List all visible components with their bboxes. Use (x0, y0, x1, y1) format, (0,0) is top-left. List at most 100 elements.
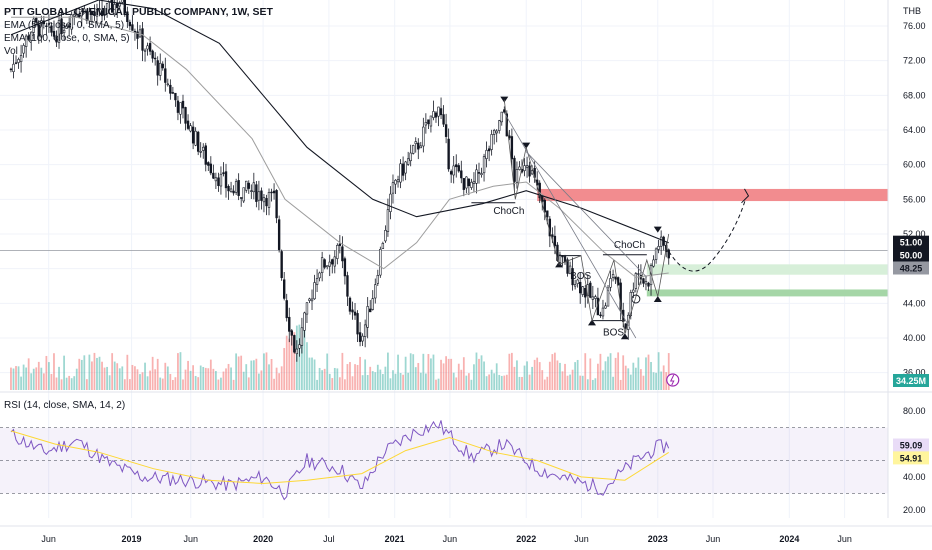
volume-bar-67 (179, 352, 182, 390)
volume-bar-174 (450, 358, 453, 390)
candle-138 (358, 332, 362, 342)
volume-bar-16 (50, 373, 53, 390)
candle-195 (503, 109, 506, 113)
candle-254 (652, 259, 655, 267)
time-tick-0: Jun (41, 534, 56, 544)
volume-bar-224 (576, 359, 579, 390)
candle-167 (432, 111, 435, 118)
volume-bar-25 (73, 376, 76, 390)
volume-bar-228 (586, 379, 589, 390)
volume-bar-236 (607, 356, 609, 390)
candle-67 (179, 102, 182, 115)
volume-legend: Vol (4, 46, 18, 57)
candle-53 (143, 49, 147, 52)
candle-152 (394, 179, 397, 185)
candle-168 (434, 112, 438, 118)
candle-10 (35, 17, 38, 23)
lightning-icon (666, 373, 680, 387)
volume-bar-9 (32, 368, 35, 390)
volume-bar-201 (518, 376, 521, 390)
volume-bar-47 (128, 379, 131, 390)
candle-33 (93, 11, 96, 16)
candle-226 (581, 286, 584, 295)
candle-101 (265, 198, 268, 207)
volume-bar-258 (662, 365, 665, 390)
volume-bar-5 (22, 364, 25, 390)
volume-bar-146 (379, 369, 382, 390)
candle-162 (419, 145, 422, 149)
volume-bar-166 (430, 358, 432, 390)
volume-bar-245 (629, 374, 632, 390)
rsi-tick-2: 40.00 (903, 472, 926, 482)
volume-bar-59 (159, 377, 162, 390)
candle-136 (353, 311, 357, 316)
volume-bar-148 (384, 366, 387, 390)
candle-190 (490, 134, 493, 150)
candle-91 (239, 197, 243, 199)
candle-85 (224, 171, 228, 189)
volume-bar-79 (209, 359, 212, 390)
volume-bar-260 (667, 353, 670, 390)
candle-94 (247, 182, 250, 189)
candle-90 (237, 180, 240, 196)
volume-bar-32 (91, 361, 93, 390)
candle-61 (164, 68, 167, 83)
candle-20 (60, 18, 63, 35)
volume-bar-119 (311, 357, 313, 390)
volume-bar-88 (232, 379, 235, 390)
volume-bar-1 (12, 368, 15, 390)
volume-bar-62 (166, 366, 169, 390)
candle-32 (90, 11, 94, 15)
volume-bar-198 (511, 352, 513, 390)
volume-bar-204 (526, 361, 528, 390)
candle-77 (204, 145, 207, 165)
volume-bar-154 (399, 373, 402, 390)
volume-bar-175 (452, 372, 455, 390)
candle-212 (546, 210, 549, 218)
candle-183 (472, 180, 476, 184)
candle-131 (341, 246, 344, 262)
volume-bar-157 (407, 372, 410, 390)
supply-zone (537, 188, 888, 202)
price-tick-10: 36.00 (903, 368, 926, 378)
candle-148 (384, 230, 387, 242)
candle-34 (95, 9, 99, 17)
volume-bar-8 (30, 373, 33, 390)
volume-bar-183 (473, 364, 475, 390)
volume-bar-50 (136, 369, 139, 390)
volume-bar-246 (632, 362, 635, 390)
candle-123 (320, 257, 324, 274)
candle-236 (606, 287, 610, 307)
volume-bar-33 (93, 352, 96, 390)
candle-155 (401, 163, 405, 176)
candle-89 (234, 181, 238, 193)
volume-bar-74 (197, 377, 200, 390)
candle-27 (78, 14, 81, 18)
volume-bar-81 (215, 371, 217, 390)
grid-lines (0, 0, 888, 518)
volume-bar-34 (96, 357, 98, 390)
volume-bar-94 (247, 377, 250, 390)
candle-256 (657, 246, 660, 250)
volume-bar-116 (303, 322, 306, 390)
candle-188 (485, 149, 488, 159)
volume-bar-155 (402, 374, 404, 390)
candle-25 (73, 14, 76, 17)
candle-248 (637, 273, 640, 275)
price-tick-8: 44.00 (903, 298, 926, 308)
candle-122 (318, 272, 321, 279)
volume-bar-105 (275, 367, 278, 390)
candle-193 (498, 120, 501, 131)
zigzag-structure (503, 99, 670, 334)
volume-bar-143 (371, 371, 374, 390)
volume-bar-172 (445, 356, 447, 390)
candle-184 (475, 169, 478, 184)
candle-81 (214, 177, 218, 182)
volume-bar-135 (351, 376, 354, 390)
candle-83 (219, 173, 223, 187)
volume-bar-227 (584, 353, 587, 390)
volume-bar-140 (364, 359, 367, 390)
candle-116 (303, 312, 306, 331)
candle-22 (65, 25, 68, 29)
